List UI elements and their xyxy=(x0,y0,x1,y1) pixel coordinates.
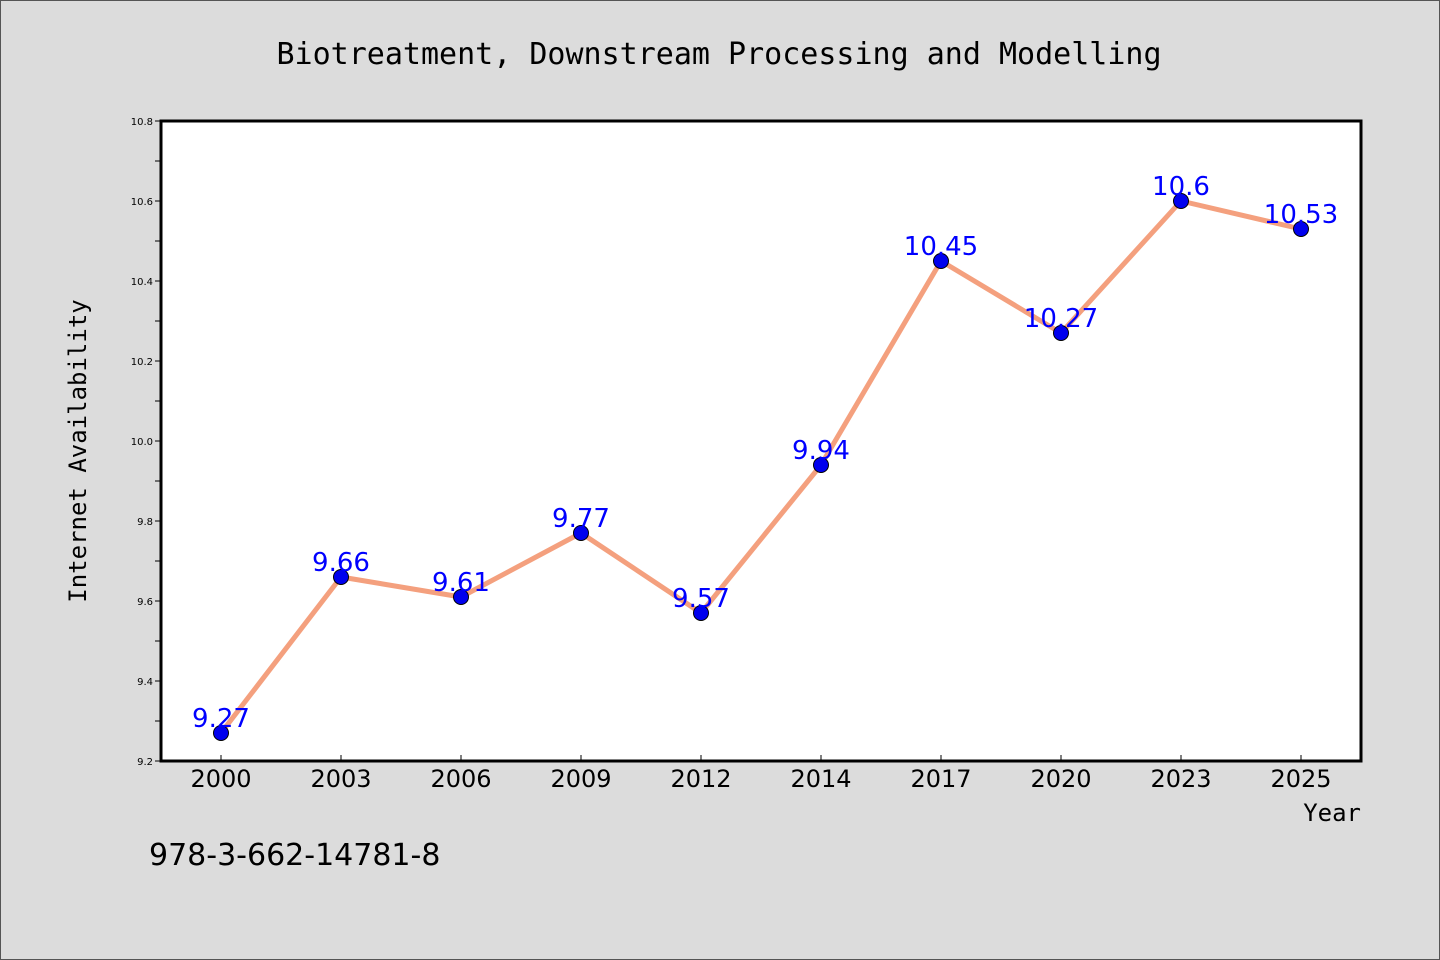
x-tick-label: 2017 xyxy=(910,765,971,793)
x-tick-label: 2025 xyxy=(1270,765,1331,793)
y-tick-label: 9.4 xyxy=(137,677,153,688)
y-tick-label: 9.6 xyxy=(137,597,153,608)
data-label: 9.61 xyxy=(432,568,490,598)
y-tick-label: 10.4 xyxy=(131,277,153,288)
y-tick-label: 10.8 xyxy=(131,117,153,128)
y-tick-label: 10.2 xyxy=(131,357,153,368)
x-tick-label: 2000 xyxy=(190,765,251,793)
data-point xyxy=(573,525,589,541)
y-tick-label: 9.2 xyxy=(137,757,153,768)
data-point xyxy=(1293,221,1309,237)
data-label: 9.57 xyxy=(672,584,730,614)
x-axis: 2000 2003 2006 2009 2012 2014 2017 2020 2023 2025 xyxy=(190,755,1332,793)
data-label: 10.53 xyxy=(1264,200,1338,230)
data-label: 9.66 xyxy=(312,548,370,578)
data-point xyxy=(1053,325,1069,341)
x-tick-label: 2012 xyxy=(670,765,731,793)
x-axis-label: Year xyxy=(1303,799,1361,827)
data-label: 9.77 xyxy=(552,504,610,534)
y-tick-label: 9.8 xyxy=(137,517,153,528)
data-point xyxy=(1173,193,1189,209)
data-series: 9.27 9.66 9.61 9.77 9.57 9.94 10.45 10.27 10.6 10… xyxy=(192,172,1338,741)
x-tick-label: 2006 xyxy=(430,765,491,793)
data-point xyxy=(693,605,709,621)
chart-title: Biotreatment, Downstream Processing and … xyxy=(276,37,1161,72)
footer-isbn: 978-3-662-14781-8 xyxy=(149,838,440,873)
y-axis: 9.2 9.4 9.6 9.8 10.0 10.2 10.4 10.6 10.8 xyxy=(131,117,161,768)
data-point xyxy=(453,589,469,605)
x-tick-label: 2003 xyxy=(310,765,371,793)
y-tick-label: 10.0 xyxy=(131,437,153,448)
data-point xyxy=(933,253,949,269)
x-tick-label: 2023 xyxy=(1150,765,1211,793)
x-tick-label: 2020 xyxy=(1030,765,1091,793)
series-line xyxy=(219,198,1302,735)
data-point xyxy=(333,569,349,585)
y-axis-label: Internet Availability xyxy=(64,299,92,602)
data-label: 10.6 xyxy=(1152,172,1210,202)
x-tick-label: 2014 xyxy=(790,765,851,793)
data-label: 9.27 xyxy=(192,704,250,734)
data-label: 10.45 xyxy=(904,232,978,262)
y-tick-label: 10.6 xyxy=(131,197,153,208)
data-point xyxy=(813,457,829,473)
data-label: 10.27 xyxy=(1024,304,1098,334)
x-tick-label: 2009 xyxy=(550,765,611,793)
data-label: 9.94 xyxy=(792,436,850,466)
data-point xyxy=(213,725,229,741)
plot-area xyxy=(159,119,1363,763)
